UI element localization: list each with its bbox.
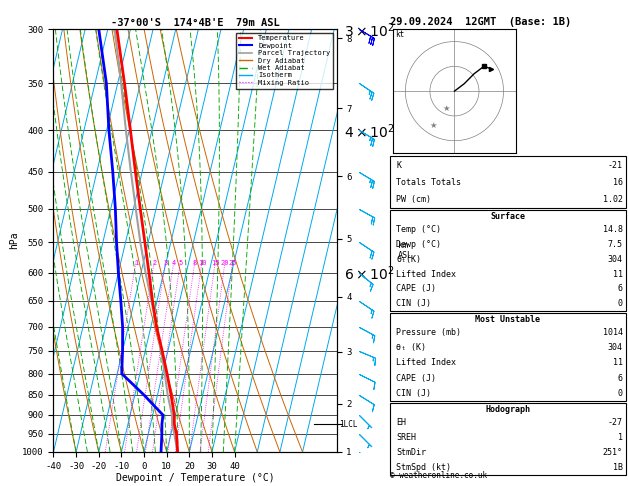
- Text: CAPE (J): CAPE (J): [396, 374, 437, 382]
- Text: Temp (°C): Temp (°C): [396, 225, 442, 234]
- Text: Totals Totals: Totals Totals: [396, 178, 461, 187]
- Text: 1.02: 1.02: [603, 195, 623, 204]
- Text: 7.5: 7.5: [608, 240, 623, 249]
- Text: CIN (J): CIN (J): [396, 389, 431, 398]
- Text: CIN (J): CIN (J): [396, 299, 431, 308]
- Text: CAPE (J): CAPE (J): [396, 284, 437, 294]
- Text: 11: 11: [613, 359, 623, 367]
- Text: kt: kt: [396, 30, 405, 38]
- Text: Surface: Surface: [491, 212, 525, 222]
- Text: SREH: SREH: [396, 433, 416, 442]
- Text: 11: 11: [613, 270, 623, 278]
- Text: 1: 1: [134, 260, 138, 266]
- Text: 1B: 1B: [613, 463, 623, 472]
- Text: 15: 15: [211, 260, 220, 266]
- Text: © weatheronline.co.uk: © weatheronline.co.uk: [390, 471, 487, 480]
- Text: Pressure (mb): Pressure (mb): [396, 328, 461, 337]
- Text: θₜ(K): θₜ(K): [396, 255, 421, 264]
- Text: 16: 16: [613, 178, 623, 187]
- Text: 1LCL: 1LCL: [340, 420, 358, 429]
- Text: 2: 2: [152, 260, 157, 266]
- X-axis label: Dewpoint / Temperature (°C): Dewpoint / Temperature (°C): [116, 473, 274, 484]
- Text: -27: -27: [608, 418, 623, 427]
- Text: ★: ★: [442, 104, 450, 113]
- Text: Most Unstable: Most Unstable: [476, 315, 540, 325]
- Text: Dewp (°C): Dewp (°C): [396, 240, 442, 249]
- Text: Hodograph: Hodograph: [486, 405, 530, 415]
- Text: 25: 25: [228, 260, 237, 266]
- Text: Lifted Index: Lifted Index: [396, 270, 456, 278]
- Text: StmDir: StmDir: [396, 448, 426, 457]
- Text: StmSpd (kt): StmSpd (kt): [396, 463, 451, 472]
- Text: 3: 3: [164, 260, 168, 266]
- Text: θₜ (K): θₜ (K): [396, 343, 426, 352]
- Text: -21: -21: [608, 161, 623, 170]
- Text: 304: 304: [608, 255, 623, 264]
- Text: 304: 304: [608, 343, 623, 352]
- Text: 0: 0: [618, 389, 623, 398]
- Y-axis label: km
ASL: km ASL: [398, 241, 413, 260]
- Text: PW (cm): PW (cm): [396, 195, 431, 204]
- Text: 4: 4: [172, 260, 176, 266]
- Text: 1014: 1014: [603, 328, 623, 337]
- Legend: Temperature, Dewpoint, Parcel Trajectory, Dry Adiabat, Wet Adiabat, Isotherm, Mi: Temperature, Dewpoint, Parcel Trajectory…: [236, 33, 333, 88]
- Text: 6: 6: [618, 284, 623, 294]
- Text: EH: EH: [396, 418, 406, 427]
- Text: 10: 10: [198, 260, 206, 266]
- Text: 6: 6: [618, 374, 623, 382]
- Text: Lifted Index: Lifted Index: [396, 359, 456, 367]
- Text: K: K: [396, 161, 401, 170]
- Text: 14.8: 14.8: [603, 225, 623, 234]
- Y-axis label: hPa: hPa: [9, 232, 19, 249]
- Title: -37°00'S  174°4B'E  79m ASL: -37°00'S 174°4B'E 79m ASL: [111, 18, 279, 28]
- Text: 251°: 251°: [603, 448, 623, 457]
- Text: 20: 20: [221, 260, 230, 266]
- Text: 29.09.2024  12GMT  (Base: 1B): 29.09.2024 12GMT (Base: 1B): [390, 17, 571, 27]
- Text: 8: 8: [193, 260, 197, 266]
- Text: 0: 0: [618, 299, 623, 308]
- Text: 5: 5: [179, 260, 182, 266]
- Text: ★: ★: [430, 122, 437, 130]
- Text: 1: 1: [618, 433, 623, 442]
